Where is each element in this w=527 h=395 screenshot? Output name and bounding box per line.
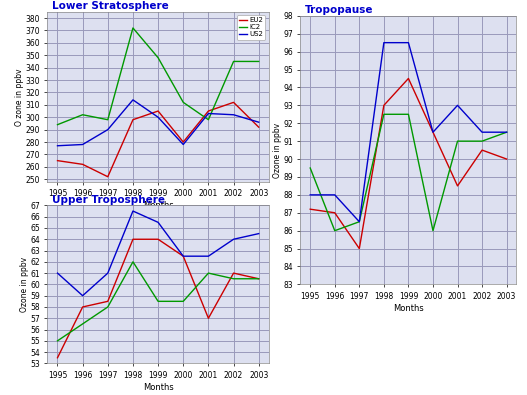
Y-axis label: Ozone in ppbv: Ozone in ppbv [19,257,28,312]
Y-axis label: O zone in ppbv: O zone in ppbv [15,68,24,126]
Text: Upper Troposphere: Upper Troposphere [52,195,165,205]
X-axis label: Months: Months [393,304,424,313]
X-axis label: Months: Months [143,383,173,392]
Text: Tropopause: Tropopause [305,5,373,15]
X-axis label: Months: Months [143,201,173,210]
Text: Lower Stratosphere: Lower Stratosphere [52,1,169,11]
Y-axis label: Ozone in ppbv: Ozone in ppbv [272,122,281,178]
Legend: EU2, IC2, US2: EU2, IC2, US2 [237,15,265,40]
